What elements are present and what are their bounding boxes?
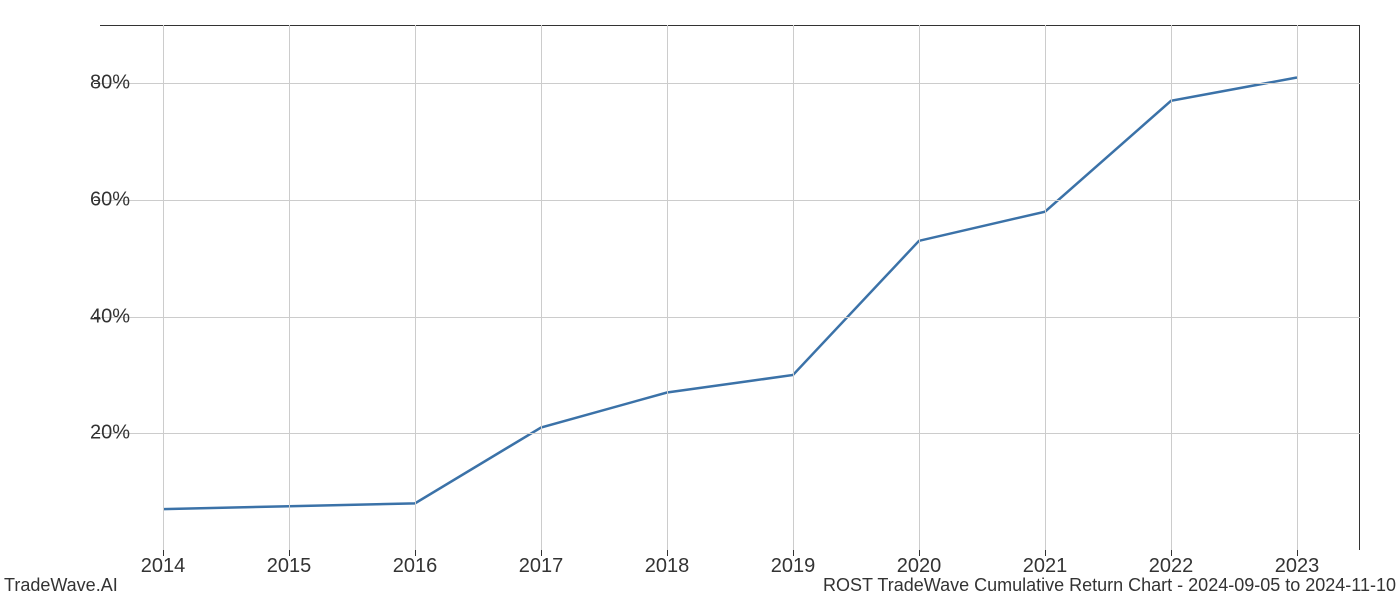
xtick-label: 2022 <box>1149 555 1194 578</box>
ytick-label: 20% <box>90 422 130 445</box>
gridline-vertical <box>793 25 794 550</box>
xtick-label: 2016 <box>393 555 438 578</box>
xtick-label: 2018 <box>645 555 690 578</box>
gridline-vertical <box>667 25 668 550</box>
xtick-label: 2023 <box>1275 555 1320 578</box>
gridline-vertical <box>919 25 920 550</box>
xtick-label: 2014 <box>141 555 186 578</box>
ytick-label: 80% <box>90 72 130 95</box>
gridline-vertical <box>163 25 164 550</box>
xtick-label: 2021 <box>1023 555 1068 578</box>
footer-right-text: ROST TradeWave Cumulative Return Chart -… <box>823 575 1396 596</box>
xtick-label: 2019 <box>771 555 816 578</box>
gridline-vertical <box>289 25 290 550</box>
gridline-vertical <box>1045 25 1046 550</box>
gridline-vertical <box>541 25 542 550</box>
gridline-vertical <box>415 25 416 550</box>
xtick-label: 2020 <box>897 555 942 578</box>
xtick-label: 2017 <box>519 555 564 578</box>
xtick-label: 2015 <box>267 555 312 578</box>
ytick-label: 60% <box>90 189 130 212</box>
gridline-vertical <box>1297 25 1298 550</box>
gridline-vertical <box>1171 25 1172 550</box>
footer-left-text: TradeWave.AI <box>4 575 118 596</box>
ytick-label: 40% <box>90 305 130 328</box>
chart-plot-area <box>100 25 1360 550</box>
